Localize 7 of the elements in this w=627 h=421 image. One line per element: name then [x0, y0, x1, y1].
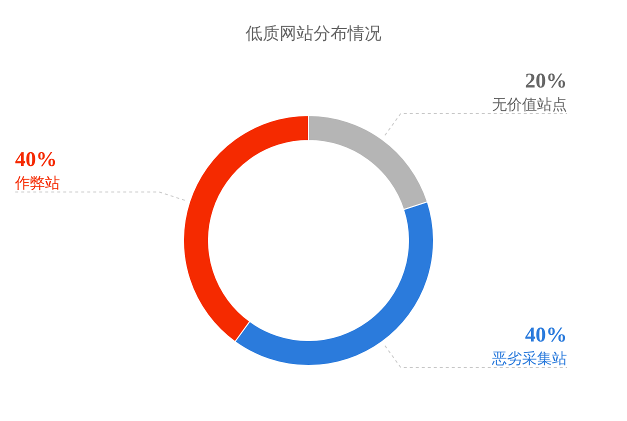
chart-title: 低质网站分布情况 [244, 23, 382, 45]
slice-label: 作弊站 [14, 174, 60, 192]
slice-label: 恶劣采集站 [491, 350, 567, 368]
data-label: 40% [525, 322, 567, 347]
data-label: 40% [15, 146, 57, 171]
slice-label: 无价值站点 [492, 95, 567, 114]
data-label: 20% [525, 68, 567, 92]
